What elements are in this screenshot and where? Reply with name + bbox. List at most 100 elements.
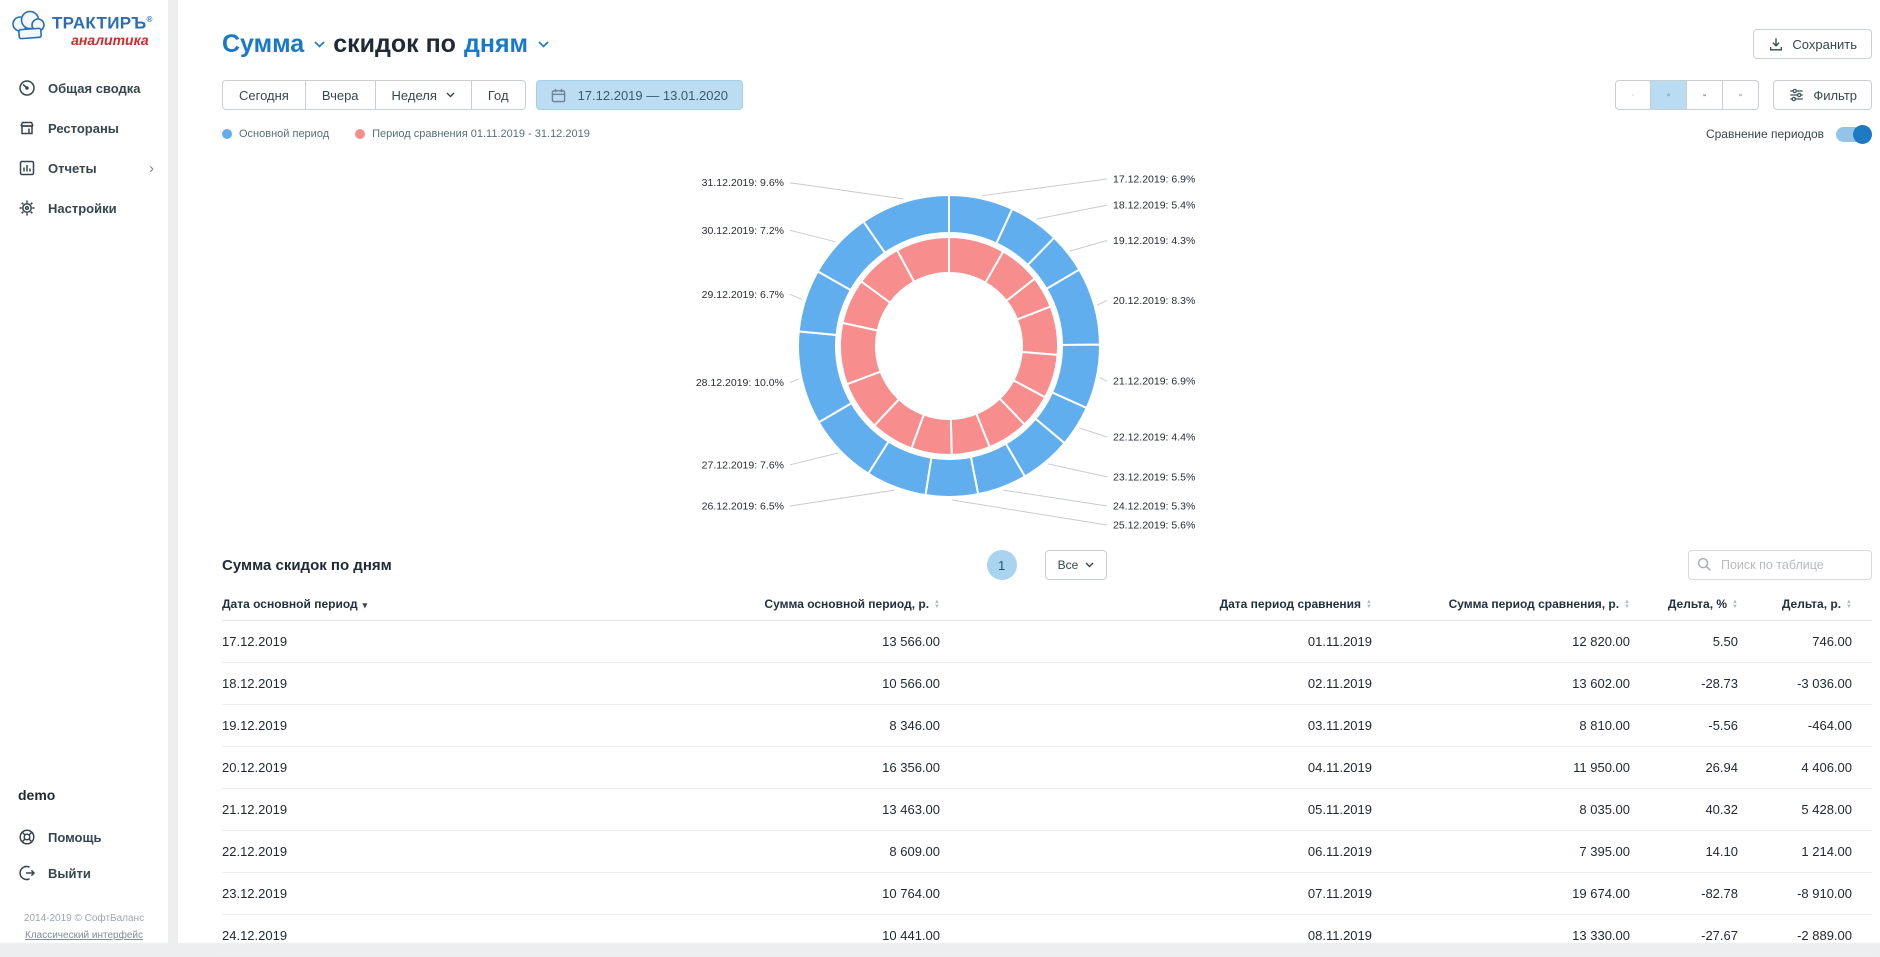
legend-label: Период сравнения 01.11.2019 - 31.12.2019 xyxy=(372,128,590,140)
leader-line xyxy=(1070,240,1108,252)
table-cell: 17.12.2019 xyxy=(222,620,640,663)
title-grouping-dropdown[interactable]: дням xyxy=(463,29,529,58)
legend-dot-icon xyxy=(355,129,366,139)
table-cell: 05.11.2019 xyxy=(960,788,1392,831)
table-cell: 24.12.2019 xyxy=(222,914,640,957)
chevron-down-icon[interactable] xyxy=(314,40,325,48)
table-cell: -3 036.00 xyxy=(1758,662,1872,705)
table-row: 19.12.2019 8 346.00 03.11.2019 8 810.00 -5.5… xyxy=(222,704,1872,747)
legend-item: Основной период xyxy=(222,128,329,140)
table-cell: 03.11.2019 xyxy=(960,704,1392,747)
chart-type-area-button[interactable] xyxy=(1687,80,1724,110)
column-header[interactable]: Сумма период сравнения, р. ▲ ▼ xyxy=(1392,588,1650,621)
help-button[interactable]: Помощь xyxy=(0,819,168,855)
area-chart-icon xyxy=(1703,93,1707,97)
column-header[interactable]: Дата основной период ▾ xyxy=(222,588,640,621)
sort-both-icon: ▲ ▼ xyxy=(1624,598,1630,610)
column-header[interactable]: Дата период сравнения ▲ ▼ xyxy=(960,588,1392,621)
filter-label: Фильтр xyxy=(1813,87,1857,103)
table-cell: 7 395.00 xyxy=(1392,830,1650,873)
filter-button[interactable]: Фильтр xyxy=(1773,80,1872,110)
table-cell: 02.11.2019 xyxy=(960,662,1392,705)
donut-chart: 17.12.2019: 6.9% 18.12.2019: 5.4% 19.12.20… xyxy=(222,148,1872,532)
table-cell: 5 428.00 xyxy=(1758,788,1872,831)
sidebar-item-summary[interactable]: Общая сводка xyxy=(0,68,168,108)
logout-button[interactable]: Выйти xyxy=(0,855,168,891)
compare-periods-toggle[interactable] xyxy=(1836,124,1872,144)
sidebar-item-reports[interactable]: Отчеты › xyxy=(0,148,168,188)
donut-segment-label: 19.12.2019: 4.3% xyxy=(1113,235,1195,247)
sort-both-icon: ▲ ▼ xyxy=(1366,598,1372,610)
toggle-knob xyxy=(1853,124,1872,144)
column-header[interactable]: Дельта, % ▲ ▼ xyxy=(1650,588,1758,621)
table-cell: 40.32 xyxy=(1650,788,1758,831)
chef-hat-icon xyxy=(12,10,45,40)
donut-segment-label: 21.12.2019: 6.9% xyxy=(1113,376,1195,388)
leader-line xyxy=(1099,377,1108,382)
table-cell: 01.11.2019 xyxy=(960,620,1392,663)
table-search-input[interactable] xyxy=(1688,550,1872,580)
leader-line xyxy=(1003,489,1108,507)
reports-icon xyxy=(19,160,35,176)
range-year-button[interactable]: Год xyxy=(471,80,526,110)
table-cell: 5.50 xyxy=(1650,620,1758,663)
inner-ring-comparison-period[interactable] xyxy=(839,235,1060,456)
sidebar-item-settings[interactable]: Настройки xyxy=(0,188,168,228)
title-metric-dropdown[interactable]: Сумма xyxy=(222,29,305,58)
pagination-page-1[interactable]: 1 xyxy=(986,550,1017,580)
date-range-picker[interactable]: 17.12.2019 — 13.01.2020 xyxy=(535,80,743,110)
leader-line xyxy=(982,178,1108,197)
download-icon xyxy=(1770,38,1783,51)
brand-logo: ТРАКТИРЪ® аналитика xyxy=(0,0,168,50)
donut-segment-label: 30.12.2019: 7.2% xyxy=(702,225,784,237)
table-cell: 10 441.00 xyxy=(640,914,960,957)
table-cell: -2 889.00 xyxy=(1758,914,1872,957)
donut-segment-label: 22.12.2019: 4.4% xyxy=(1113,432,1195,444)
line-chart-icon xyxy=(1632,94,1635,96)
chart-type-group xyxy=(1615,80,1760,110)
leader-line xyxy=(1097,299,1108,306)
brand-name: ТРАКТИРЪ® xyxy=(52,13,153,33)
search-icon xyxy=(1697,557,1711,571)
donut-segment-label: 23.12.2019: 5.5% xyxy=(1113,471,1195,483)
classic-interface-link[interactable]: Классический интерфейс xyxy=(25,930,143,941)
donut-segment[interactable] xyxy=(924,455,980,498)
table-cell: 10 566.00 xyxy=(640,662,960,705)
leader-line xyxy=(789,229,836,243)
table-cell: 13 330.00 xyxy=(1392,914,1650,957)
table-cell: 21.12.2019 xyxy=(222,788,640,831)
data-table: Дата основной период ▾ Сумма основной пери… xyxy=(222,588,1872,957)
current-user: demo xyxy=(18,787,56,803)
range-week-dropdown[interactable]: Неделя xyxy=(375,80,472,110)
save-button[interactable]: Сохранить xyxy=(1753,29,1872,59)
chart-type-bar-button[interactable] xyxy=(1723,80,1760,110)
sidebar-item-label: Общая сводка xyxy=(48,80,141,96)
table-cell: 23.12.2019 xyxy=(222,872,640,915)
outer-ring-primary-period[interactable] xyxy=(797,193,1101,498)
donut-segment-label: 26.12.2019: 6.5% xyxy=(702,501,784,513)
sidebar-item-restaurants[interactable]: Рестораны xyxy=(0,108,168,148)
page-size-dropdown[interactable]: Все xyxy=(1044,550,1108,580)
donut-segment-label: 17.12.2019: 6.9% xyxy=(1113,174,1195,186)
chevron-down-icon[interactable] xyxy=(538,40,549,48)
sort-desc-icon: ▾ xyxy=(362,600,368,610)
donut-segment[interactable] xyxy=(862,193,950,255)
range-yesterday-button[interactable]: Вчера xyxy=(305,80,376,110)
chart-type-line-button[interactable] xyxy=(1615,80,1652,110)
leader-line xyxy=(1047,463,1108,478)
table-cell: 11 950.00 xyxy=(1392,746,1650,789)
range-today-button[interactable]: Сегодня xyxy=(222,80,306,110)
table-cell: -5.56 xyxy=(1650,704,1758,747)
table-cell: -27.67 xyxy=(1650,914,1758,957)
table-cell: 13 602.00 xyxy=(1392,662,1650,705)
column-header[interactable]: Дельта, р. ▲ ▼ xyxy=(1758,588,1872,621)
donut-segment-label: 27.12.2019: 7.6% xyxy=(702,459,784,471)
leader-line xyxy=(789,293,803,300)
table-cell: 8 035.00 xyxy=(1392,788,1650,831)
chart-type-pie-button[interactable] xyxy=(1651,80,1688,110)
donut-segment[interactable] xyxy=(895,235,950,284)
table-cell: 26.94 xyxy=(1650,746,1758,789)
logout-label: Выйти xyxy=(48,865,91,881)
gauge-icon xyxy=(19,80,35,96)
column-header[interactable]: Сумма основной период, р. ▲ ▼ xyxy=(640,588,960,621)
